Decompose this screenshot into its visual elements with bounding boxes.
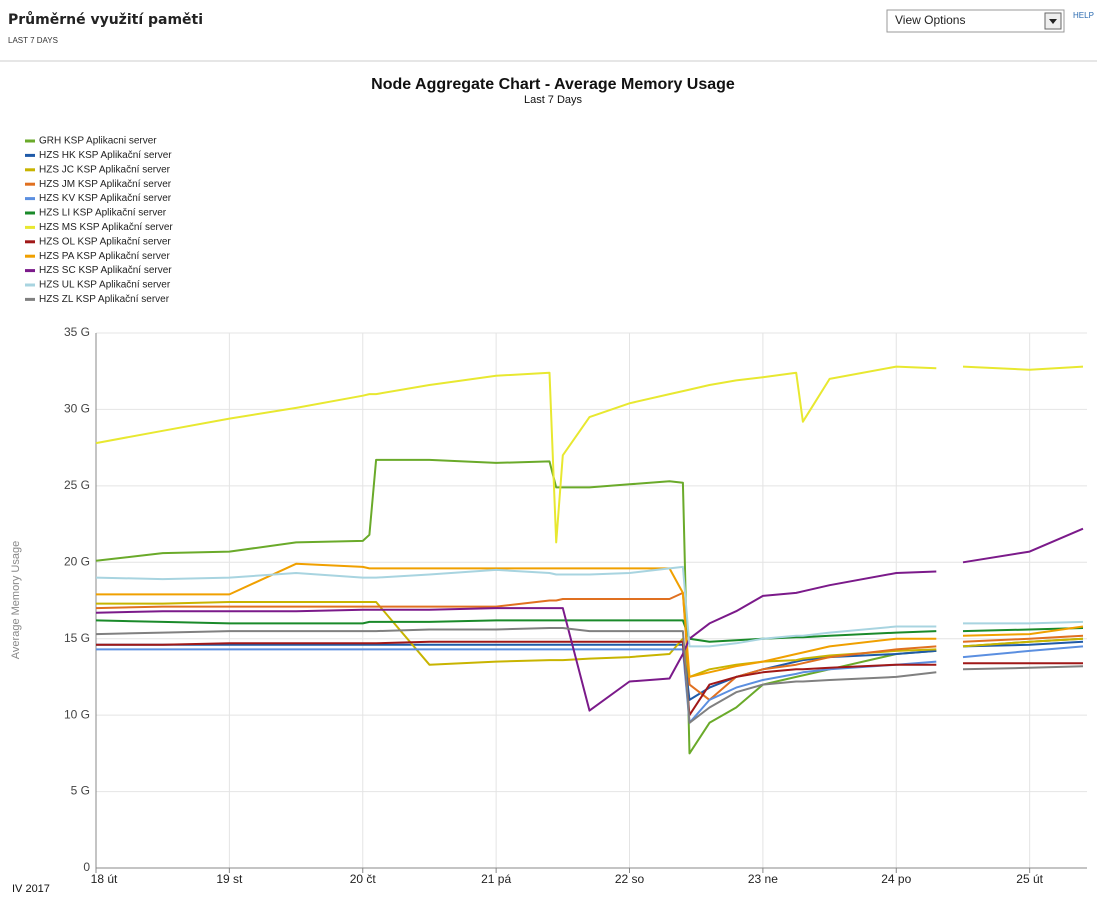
chart-title: Node Aggregate Chart - Average Memory Us… <box>371 76 735 93</box>
x-tick-label: 19 st <box>216 872 243 886</box>
series-line <box>96 640 1083 717</box>
legend-label: HZS LI KSP Aplikační server <box>39 208 167 219</box>
view-options-select[interactable] <box>886 9 1065 33</box>
series-line <box>95 565 1084 648</box>
series-line <box>95 527 1084 712</box>
y-axis-label: Average Memory Usage <box>10 541 22 659</box>
y-tick-label: 5 G <box>71 784 90 798</box>
x-tick-label: 22 so <box>615 872 645 886</box>
y-tick-label: 15 G <box>64 631 90 645</box>
y-tick-label: 35 G <box>64 325 90 339</box>
x-tick-label: 24 po <box>881 872 911 886</box>
dropdown-arrow <box>1049 19 1057 24</box>
legend-label: HZS KV KSP Aplikační server <box>39 193 172 204</box>
x-period-label: IV 2017 <box>12 883 50 895</box>
x-tick-label: 18 út <box>91 872 118 886</box>
widget-title: Průměrné využití paměti <box>8 11 203 28</box>
series-line <box>96 645 1084 724</box>
x-tick-label: 25 út <box>1016 872 1043 886</box>
legend-label: HZS MS KSP Aplikační server <box>39 222 173 233</box>
legend-label: HZS UL KSP Aplikační server <box>39 280 171 291</box>
y-tick-label: 20 G <box>64 554 90 568</box>
legend-label: HZS JC KSP Aplikační server <box>39 164 171 175</box>
series-line <box>95 591 1084 701</box>
series-line <box>96 562 1084 678</box>
legend-label: HZS ZL KSP Aplikační server <box>39 294 170 305</box>
legend-label: HZS JM KSP Aplikační server <box>39 179 172 190</box>
legend-label: HZS HK KSP Aplikační server <box>39 150 172 161</box>
x-tick-label: 23 ne <box>748 872 778 886</box>
y-tick-label: 10 G <box>64 707 90 721</box>
chart-subtitle: Last 7 Days <box>524 94 583 106</box>
help-link[interactable]: HELP <box>1073 11 1094 20</box>
x-tick-label: 20 čt <box>350 872 377 886</box>
x-tick-label: 21 pá <box>481 872 511 886</box>
y-tick-label: 0 <box>83 860 90 874</box>
widget-subtitle: LAST 7 DAYS <box>8 36 58 45</box>
series-line <box>95 627 1084 724</box>
series-line <box>95 365 1084 544</box>
view-options-label: View Options <box>895 13 965 27</box>
series-line <box>96 601 1084 678</box>
legend-label: HZS SC KSP Aplikační server <box>39 265 172 276</box>
legend-label: HZS PA KSP Aplikační server <box>39 251 170 262</box>
series-line <box>96 640 1084 701</box>
legend-label: HZS OL KSP Aplikační server <box>39 236 171 247</box>
legend-label: GRH KSP Aplikacni server <box>39 136 157 147</box>
y-tick-label: 25 G <box>64 478 90 492</box>
y-tick-label: 30 G <box>64 402 90 416</box>
